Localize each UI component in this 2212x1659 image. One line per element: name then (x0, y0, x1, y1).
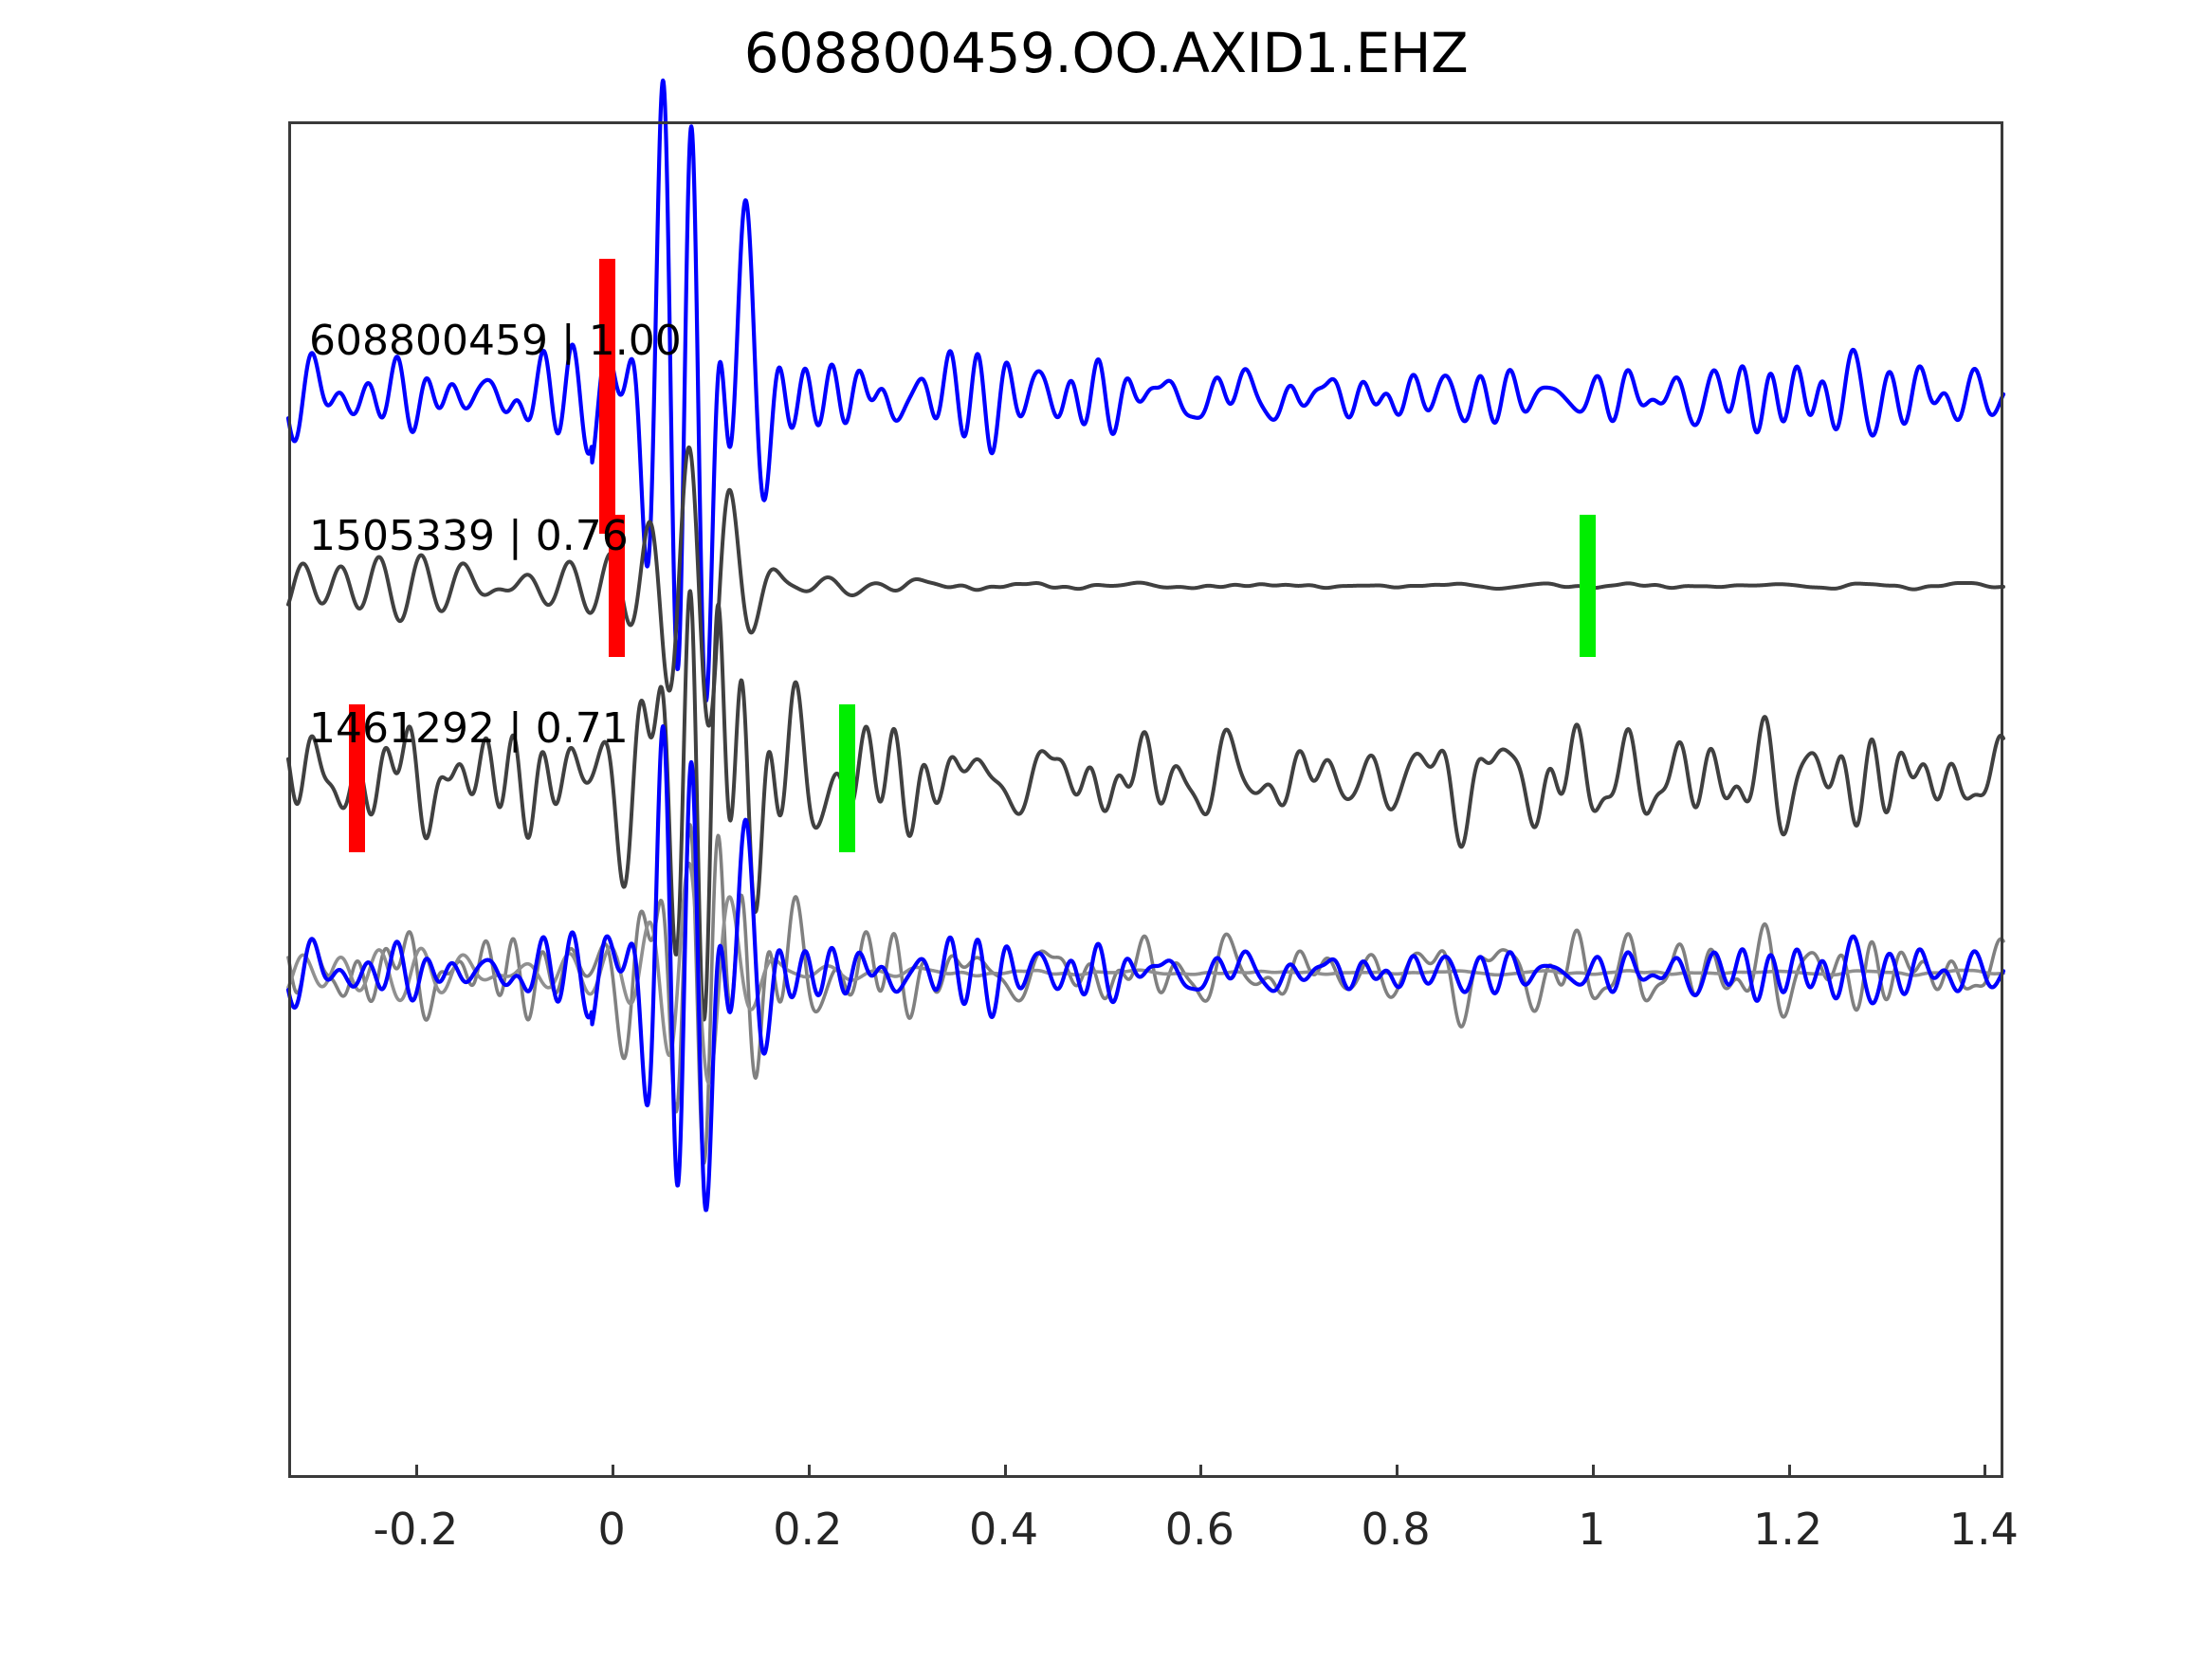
x-tick-mark (807, 1465, 811, 1478)
trace-label-1461292: 1461292 | 0.71 (309, 704, 629, 753)
x-tick-mark (1396, 1465, 1399, 1478)
plot-area: 608800459 | 1.00 1505339 | 0.76 1461292 … (285, 78, 2006, 1478)
x-tick-mark (415, 1465, 419, 1478)
trace-label-1505339: 1505339 | 0.76 (309, 512, 629, 560)
x-tick-mark (1591, 1465, 1595, 1478)
p-pick-marker (349, 704, 366, 852)
p-pick-marker (609, 515, 626, 657)
x-tick-label: 0.8 (1361, 1504, 1431, 1555)
p-pick-marker (598, 259, 615, 534)
x-tick-label: 1.4 (1948, 1504, 2019, 1555)
x-tick-label: 1 (1578, 1504, 1606, 1555)
x-tick-label: 0 (597, 1504, 626, 1555)
waveform-trace (286, 589, 2005, 1022)
x-tick-label: -0.2 (373, 1504, 459, 1555)
x-tick-label: 0.2 (773, 1504, 843, 1555)
x-tick-mark (1787, 1465, 1791, 1478)
s-pick-marker (1579, 515, 1596, 657)
page-title: 608800459.OO.AXID1.EHZ (743, 21, 1469, 85)
waveform-trace (285, 724, 2006, 1212)
x-tick-mark (1199, 1465, 1203, 1478)
x-tick-mark (1983, 1465, 1987, 1478)
x-tick-mark (1003, 1465, 1007, 1478)
x-tick-label: 0.4 (969, 1504, 1039, 1555)
s-pick-marker (839, 704, 856, 852)
waveform-trace (286, 445, 2005, 728)
trace-label-608800459: 608800459 | 1.00 (309, 317, 682, 365)
x-tick-label: 1.2 (1753, 1504, 1823, 1555)
waveform-canvas (285, 78, 2006, 1212)
x-axis-tick-labels: -0.2 0 0.2 0.4 0.6 0.8 1 1.2 1.4 (288, 1496, 2018, 1562)
x-tick-label: 0.6 (1164, 1504, 1234, 1555)
waveform-trace (285, 78, 2006, 703)
waveform-trace (286, 823, 2005, 1165)
x-tick-mark (612, 1465, 615, 1478)
